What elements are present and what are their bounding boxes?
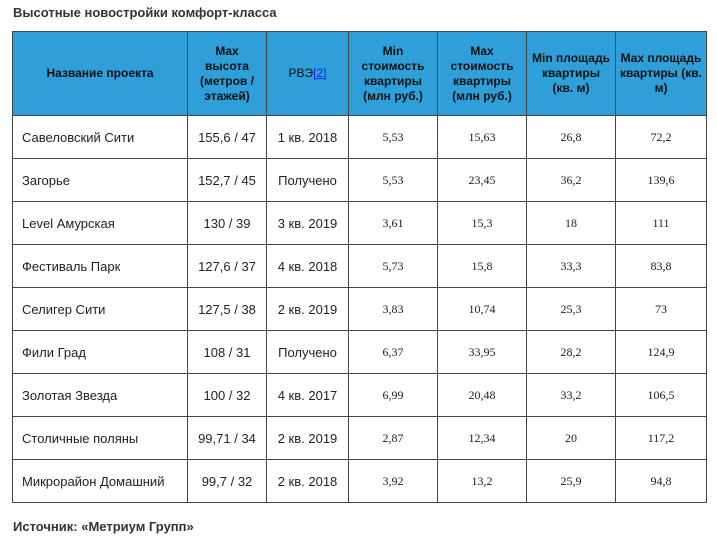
cell-max-height: 152,7 / 45 (187, 158, 267, 202)
header-rve: РВЭ[2] (266, 31, 349, 116)
cell-project-name: Фили Град (12, 330, 188, 374)
table-row: Микрорайон Домашний 99,7 / 32 2 кв. 2018 3,… (12, 459, 707, 503)
cell-max-height: 100 / 32 (187, 373, 267, 417)
cell-max-height: 99,7 / 32 (187, 459, 267, 503)
cell-rve: 2 кв. 2019 (266, 287, 349, 331)
cell-project-name: Level Амурская (12, 201, 188, 245)
cell-min-cost: 5,73 (348, 244, 438, 288)
cell-min-cost: 3,92 (348, 459, 438, 503)
cell-max-cost: 23,45 (437, 158, 527, 202)
cell-max-area: 111 (615, 201, 707, 245)
cell-min-cost: 5,53 (348, 158, 438, 202)
cell-project-name: Золотая Звезда (12, 373, 188, 417)
cell-rve: 2 кв. 2018 (266, 459, 349, 503)
cell-max-cost: 15,3 (437, 201, 527, 245)
cell-min-area: 28,2 (526, 330, 616, 374)
cell-min-area: 36,2 (526, 158, 616, 202)
cell-project-name: Загорье (12, 158, 188, 202)
cell-rve: 4 кв. 2018 (266, 244, 349, 288)
cell-max-height: 127,5 / 38 (187, 287, 267, 331)
cell-max-area: 73 (615, 287, 707, 331)
table-row: Фестиваль Парк 127,6 / 37 4 кв. 2018 5,73 15… (12, 244, 707, 288)
cell-min-cost: 5,53 (348, 115, 438, 159)
cell-max-cost: 20,48 (437, 373, 527, 417)
cell-max-area: 83,8 (615, 244, 707, 288)
cell-max-cost: 33,95 (437, 330, 527, 374)
cell-min-area: 20 (526, 416, 616, 460)
cell-max-height: 99,71 / 34 (187, 416, 267, 460)
cell-min-area: 26,8 (526, 115, 616, 159)
table-body: Савеловский Сити 155,6 / 47 1 кв. 2018 5,53… (12, 115, 707, 503)
cell-max-area: 72,2 (615, 115, 707, 159)
cell-min-cost: 6,99 (348, 373, 438, 417)
apartments-table: Название проекта Max высота (метров / эт… (12, 31, 707, 503)
rve-footnote-link[interactable]: [2] (313, 66, 327, 80)
cell-max-height: 127,6 / 37 (187, 244, 267, 288)
cell-rve: Получено (266, 158, 349, 202)
cell-max-cost: 15,8 (437, 244, 527, 288)
cell-min-area: 18 (526, 201, 616, 245)
cell-project-name: Фестиваль Парк (12, 244, 188, 288)
cell-max-cost: 10,74 (437, 287, 527, 331)
cell-max-height: 108 / 31 (187, 330, 267, 374)
cell-min-area: 25,3 (526, 287, 616, 331)
header-row: Название проекта Max высота (метров / эт… (12, 31, 707, 116)
table-row: Level Амурская 130 / 39 3 кв. 2019 3,61 15,3… (12, 201, 707, 245)
cell-min-cost: 6,37 (348, 330, 438, 374)
header-max-height: Max высота (метров / этажей) (187, 31, 267, 116)
cell-max-area: 117,2 (615, 416, 707, 460)
cell-min-cost: 3,83 (348, 287, 438, 331)
cell-max-cost: 13,2 (437, 459, 527, 503)
cell-max-area: 94,8 (615, 459, 707, 503)
table-row: Савеловский Сити 155,6 / 47 1 кв. 2018 5,53… (12, 115, 707, 159)
cell-min-area: 33,2 (526, 373, 616, 417)
cell-project-name: Селигер Сити (12, 287, 188, 331)
cell-max-height: 130 / 39 (187, 201, 267, 245)
cell-max-area: 106,5 (615, 373, 707, 417)
table-row: Загорье 152,7 / 45 Получено 5,53 23,45 36,2 13… (12, 158, 707, 202)
table-row: Селигер Сити 127,5 / 38 2 кв. 2019 3,83 10,7… (12, 287, 707, 331)
cell-min-cost: 2,87 (348, 416, 438, 460)
source-note: Источник: «Метриум Групп» (13, 519, 194, 534)
cell-max-area: 124,9 (615, 330, 707, 374)
table-header: Название проекта Max высота (метров / эт… (12, 31, 707, 116)
header-max-area: Max площадь квартиры (кв. м) (615, 31, 707, 116)
cell-min-area: 25,9 (526, 459, 616, 503)
cell-project-name: Савеловский Сити (12, 115, 188, 159)
cell-max-cost: 12,34 (437, 416, 527, 460)
table-row: Фили Град 108 / 31 Получено 6,37 33,95 28,2 12… (12, 330, 707, 374)
table-row: Столичные поляны 99,71 / 34 2 кв. 2019 2,87… (12, 416, 707, 460)
cell-min-area: 33,3 (526, 244, 616, 288)
cell-rve: 1 кв. 2018 (266, 115, 349, 159)
table-caption: Высотные новостройки комфорт-класса (13, 5, 277, 20)
header-rve-label: РВЭ (288, 66, 314, 80)
cell-rve: 2 кв. 2019 (266, 416, 349, 460)
cell-rve: 4 кв. 2017 (266, 373, 349, 417)
header-min-cost: Min стоимость квартиры (млн руб.) (348, 31, 438, 116)
cell-max-height: 155,6 / 47 (187, 115, 267, 159)
header-min-area: Min площадь квартиры (кв. м) (526, 31, 616, 116)
cell-rve: 3 кв. 2019 (266, 201, 349, 245)
header-max-cost: Max стоимость квартиры (млн руб.) (437, 31, 527, 116)
cell-max-cost: 15,63 (437, 115, 527, 159)
cell-max-area: 139,6 (615, 158, 707, 202)
header-project-name: Название проекта (12, 31, 188, 116)
table-row: Золотая Звезда 100 / 32 4 кв. 2017 6,99 20,4… (12, 373, 707, 417)
cell-min-cost: 3,61 (348, 201, 438, 245)
cell-project-name: Микрорайон Домашний (12, 459, 188, 503)
cell-rve: Получено (266, 330, 349, 374)
cell-project-name: Столичные поляны (12, 416, 188, 460)
